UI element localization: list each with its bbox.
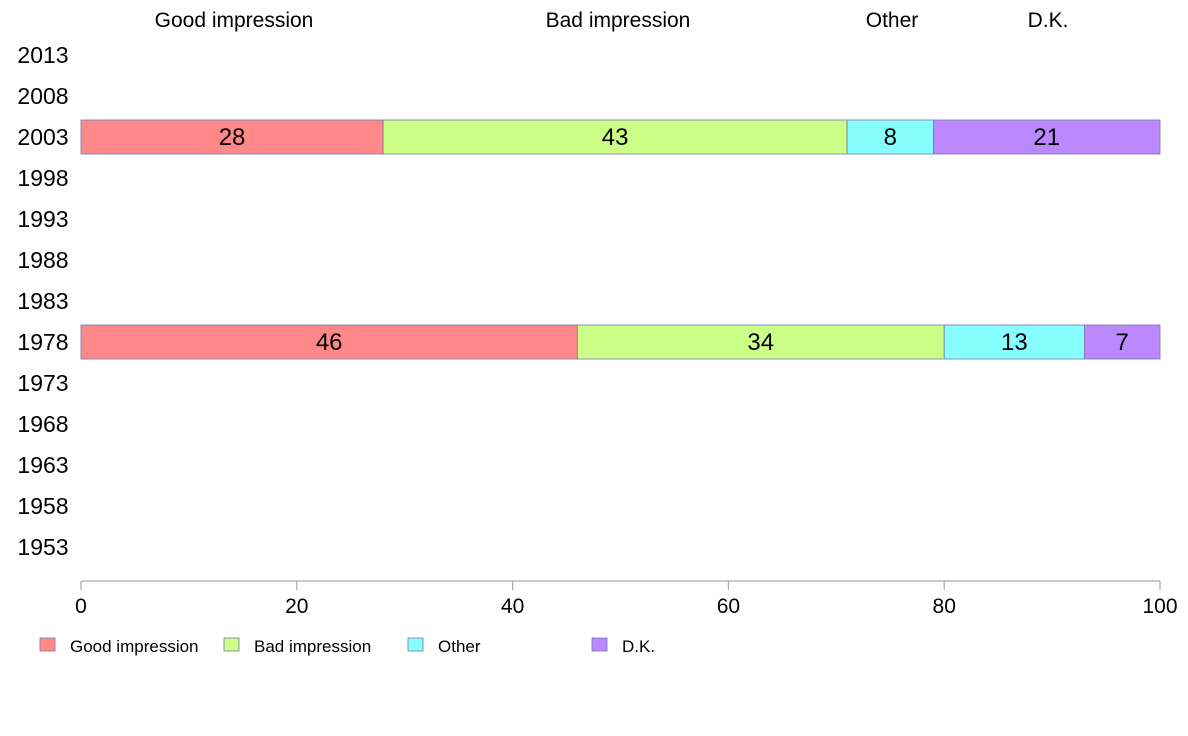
top-label-bad-impression: Bad impression	[546, 9, 691, 32]
y-tick-label-1953: 1953	[17, 534, 68, 560]
y-tick-label-1993: 1993	[17, 206, 68, 232]
y-tick-label-1983: 1983	[17, 288, 68, 314]
bar-1978-d-k	[1084, 324, 1161, 360]
x-axis: 0 20 40 60 80 100	[75, 580, 1178, 618]
y-tick-label-1968: 1968	[17, 411, 68, 437]
data-label-1978-other: 13	[1001, 329, 1028, 356]
data-label-1978-d-k: 7	[1116, 329, 1129, 356]
y-tick-label-1998: 1998	[17, 165, 68, 191]
y-axis-labels: 2013 2008 2003 1998 1993 1988 1983 1978 1973 1968…	[17, 42, 68, 560]
x-tick-label-0: 0	[75, 595, 87, 618]
x-tick-label-20: 20	[285, 595, 308, 618]
data-label-1978-good-impression: 46	[316, 329, 343, 356]
y-tick-label-1958: 1958	[17, 493, 68, 519]
x-tick-label-40: 40	[501, 595, 524, 618]
bars: 28 43 8 21 46 34 13 7	[80, 119, 1161, 360]
top-label-other: Other	[866, 9, 919, 32]
x-tick-label-80: 80	[933, 595, 956, 618]
data-label-2003-good-impression: 28	[219, 124, 246, 151]
legend-label-good-impression: Good impression	[70, 637, 199, 656]
legend-label-other: Other	[438, 637, 481, 656]
x-tick-label-60: 60	[717, 595, 740, 618]
top-column-labels: Good impression Bad impression Other D.K.	[155, 9, 1069, 32]
legend-swatch-other	[407, 637, 424, 652]
data-label-1978-bad-impression: 34	[747, 329, 774, 356]
y-tick-label-2003: 2003	[17, 124, 68, 150]
data-label-2003-d-k: 21	[1033, 124, 1060, 151]
x-tick-label-100: 100	[1142, 595, 1177, 618]
y-tick-label-1973: 1973	[17, 370, 68, 396]
bar-1978-other	[943, 324, 1085, 360]
legend-swatch-good-impression	[39, 637, 56, 652]
legend-swatch-d-k	[591, 637, 608, 652]
bar-2003-other	[846, 119, 934, 155]
bar-2003-good-impression	[80, 119, 384, 155]
y-tick-label-1978: 1978	[17, 329, 68, 355]
legend-label-bad-impression: Bad impression	[254, 637, 371, 656]
y-tick-label-1988: 1988	[17, 247, 68, 273]
y-tick-label-1963: 1963	[17, 452, 68, 478]
y-tick-label-2013: 2013	[17, 42, 68, 68]
top-label-good-impression: Good impression	[155, 9, 314, 32]
bar-2003-bad-impression	[382, 119, 848, 155]
data-label-2003-other: 8	[884, 124, 897, 151]
y-tick-label-2008: 2008	[17, 83, 68, 109]
legend-swatch-bad-impression	[223, 637, 240, 652]
bar-2003-d-k	[933, 119, 1161, 155]
bar-1978-good-impression	[80, 324, 578, 360]
bar-1978-bad-impression	[576, 324, 945, 360]
legend: Good impression Bad impression Other D.K.	[39, 637, 655, 656]
data-label-2003-bad-impression: 43	[602, 124, 629, 151]
legend-label-d-k: D.K.	[622, 637, 655, 656]
top-label-d-k: D.K.	[1028, 9, 1069, 32]
